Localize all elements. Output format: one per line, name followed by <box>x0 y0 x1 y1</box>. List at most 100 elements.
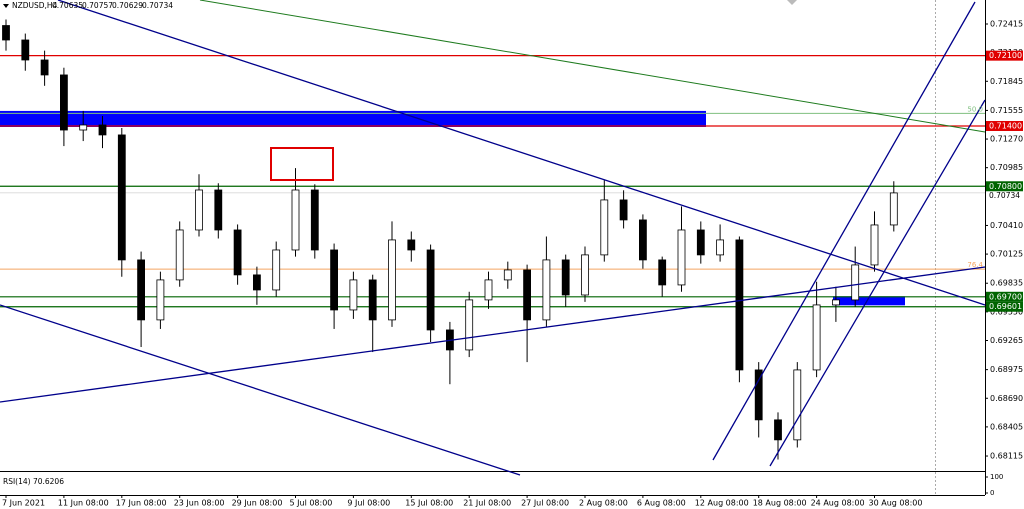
candle-body <box>639 219 647 261</box>
scroll-marker <box>787 0 797 5</box>
candle-body <box>60 74 68 131</box>
price-label-box <box>986 50 1023 61</box>
candle-body <box>523 269 531 321</box>
candle-body <box>716 239 724 256</box>
candle-body <box>581 254 589 296</box>
candle-body <box>465 299 474 351</box>
candle-body <box>233 229 242 276</box>
candle-body <box>832 299 840 306</box>
channel-line <box>769 99 986 467</box>
candle-body <box>561 259 570 296</box>
candle-body <box>696 229 705 256</box>
header-value: 0.70734 <box>142 1 173 10</box>
x-tick-label: 29 Jun 08:00 <box>232 499 283 508</box>
y-tick-label: 0.68690 <box>990 394 1023 403</box>
rsi-label: RSI(14) 70.6206 <box>3 477 64 486</box>
y-tick-label: 0.71270 <box>990 135 1023 144</box>
y-tick-label: 0.71555 <box>990 106 1023 115</box>
candle-body <box>272 249 281 291</box>
trend-line <box>0 266 986 403</box>
candle-body <box>600 199 609 256</box>
x-tick-label: 5 Jul 08:00 <box>290 499 333 508</box>
price-label-box <box>986 301 1023 312</box>
y-tick-label: 0.68405 <box>990 422 1023 431</box>
price-label-box <box>986 120 1023 131</box>
x-tick-label: 24 Aug 08:00 <box>811 499 865 508</box>
candle-body <box>330 249 339 311</box>
fib-label: 76.4 <box>967 261 983 269</box>
current-price-label: 0.70734 <box>989 191 1020 200</box>
x-tick-label: 6 Aug 08:00 <box>637 499 686 508</box>
candle-body <box>754 369 763 421</box>
zone <box>833 296 905 306</box>
price-label: 0.69601 <box>989 302 1022 311</box>
trend-line <box>199 0 986 133</box>
candle-body <box>175 229 184 281</box>
x-tick-label: 2 Aug 08:00 <box>579 499 628 508</box>
y-tick-label: 0.69835 <box>990 279 1023 288</box>
price-label: 0.69700 <box>989 292 1022 301</box>
x-tick-label: 9 Jul 08:00 <box>347 499 390 508</box>
trend-line <box>0 304 521 476</box>
y-tick-label: 0.69550 <box>990 307 1023 316</box>
header-value: 0.70629 <box>112 1 143 10</box>
candle-body <box>542 259 551 321</box>
candle-body <box>2 25 10 41</box>
candle-body <box>214 189 223 231</box>
trend-lines <box>0 0 986 476</box>
price-label-box <box>986 291 1023 302</box>
x-tick-label: 12 Aug 08:00 <box>695 499 749 508</box>
candle-body <box>195 189 203 231</box>
header-value: 0.70635 <box>52 1 83 10</box>
y-tick-label: 0.68115 <box>990 452 1023 461</box>
candle-body <box>137 259 146 321</box>
y-tick-label: 0.69265 <box>990 336 1023 345</box>
candle-body <box>98 124 107 136</box>
candle-body <box>889 192 898 226</box>
candle-body <box>368 279 377 321</box>
y-tick-label: 0.71845 <box>990 77 1023 86</box>
x-tick-label: 17 Jun 08:00 <box>116 499 167 508</box>
x-tick-label: 27 Jul 08:00 <box>521 499 569 508</box>
y-tick-label: 0.68975 <box>990 365 1023 374</box>
x-tick-label: 18 Aug 08:00 <box>753 499 807 508</box>
candle-body <box>658 259 667 286</box>
header-value: 0.70757 <box>82 1 113 10</box>
candle-body <box>870 224 879 266</box>
candle-body <box>21 39 30 61</box>
candle-body <box>388 239 396 321</box>
price-label: 0.71400 <box>989 121 1022 130</box>
candle-body <box>619 199 628 221</box>
highlight-box <box>270 147 334 181</box>
symbol-label: NZDUSD,H4 <box>12 1 58 10</box>
price-label: 0.70800 <box>989 182 1022 191</box>
candle-body <box>793 369 802 441</box>
fib-label: 50.0 <box>967 105 983 113</box>
candle-body <box>774 419 782 441</box>
rsi-tick-label: 100 <box>990 473 1003 481</box>
candle-body <box>851 264 860 301</box>
channel-line <box>712 1 976 461</box>
candle-body <box>40 59 49 76</box>
candle-body <box>310 189 319 251</box>
candle-body <box>677 229 686 286</box>
zone <box>0 110 706 127</box>
candle-body <box>291 189 300 251</box>
price-label: 0.72100 <box>989 51 1022 60</box>
candle-body <box>407 239 416 251</box>
menu-arrow <box>3 4 9 8</box>
y-tick-label: 0.70985 <box>990 163 1023 172</box>
candle-body <box>349 279 358 311</box>
candles <box>2 19 898 460</box>
candle-body <box>426 249 435 331</box>
candle-body <box>735 239 744 371</box>
rsi-tick-label: 0 <box>990 489 994 497</box>
x-tick-label: 7 Jun 2021 <box>2 499 45 508</box>
x-tick-label: 11 Jun 08:00 <box>58 499 109 508</box>
x-tick-label: 23 Jun 08:00 <box>174 499 225 508</box>
x-tick-label: 21 Jul 08:00 <box>463 499 511 508</box>
candle-body <box>117 134 126 261</box>
